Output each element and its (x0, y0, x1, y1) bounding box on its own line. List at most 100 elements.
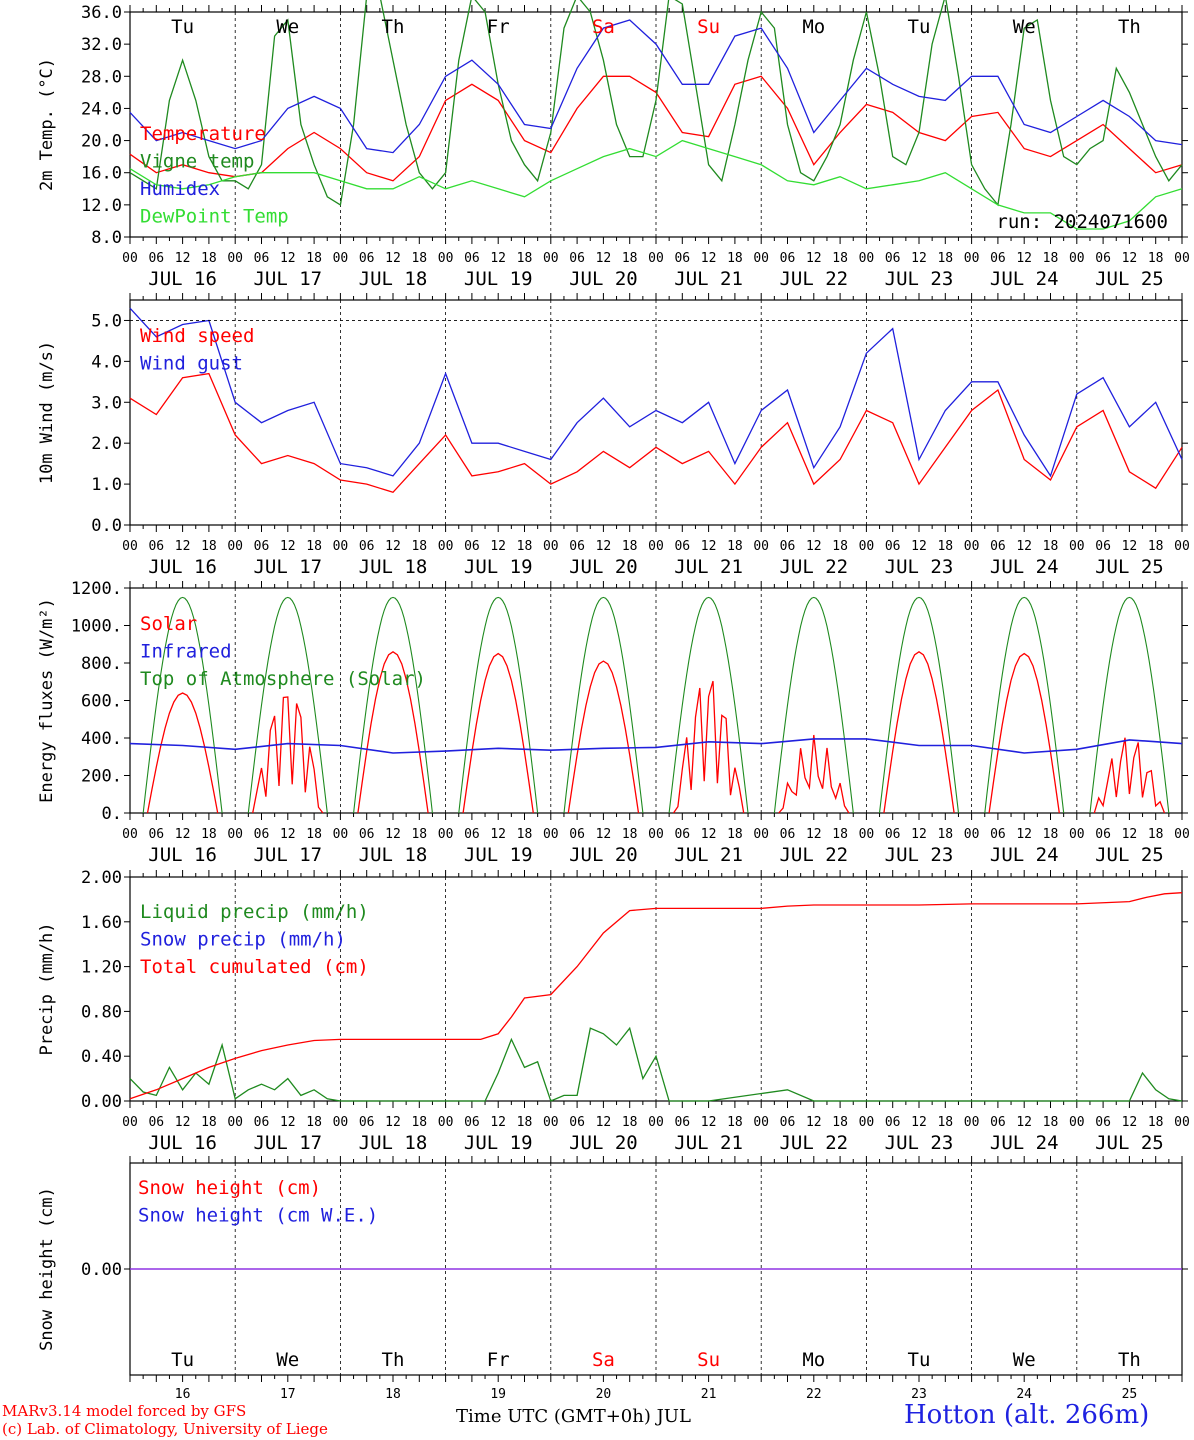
hour-label: 06 (990, 251, 1006, 266)
y-axis-label: 2m Temp. (°C) (37, 58, 57, 191)
hour-label: 00 (227, 1115, 243, 1130)
hour-label: 12 (911, 1115, 927, 1130)
series-line-humidex (129, 19, 1183, 154)
hour-label: 12 (1122, 251, 1138, 266)
hour-label: 00 (753, 251, 769, 266)
hour-label: 06 (674, 539, 690, 554)
date-number: 18 (385, 1387, 401, 1402)
series-line-vigne-temp (129, 0, 1183, 207)
date-label: JUL 20 (569, 844, 638, 866)
hour-label: 12 (175, 827, 191, 842)
y-tick-label: 20.0 (81, 132, 122, 152)
hour-label: 06 (990, 539, 1006, 554)
date-label: JUL 18 (359, 556, 428, 578)
hour-label: 00 (227, 827, 243, 842)
hour-label: 00 (227, 251, 243, 266)
hour-label: 12 (701, 539, 717, 554)
hour-label: 00 (227, 539, 243, 554)
toa-solar-line (458, 596, 539, 814)
toa-solar-line (878, 596, 960, 814)
hour-label: 12 (280, 827, 296, 842)
hour-label: 00 (333, 827, 349, 842)
hour-label: 06 (254, 827, 270, 842)
date-label: JUL 21 (674, 556, 743, 578)
legend-entry: Solar (140, 613, 197, 635)
y-axis-label: Energy fluxes (W/m²) (37, 598, 57, 803)
y-tick-label: 1.20 (81, 958, 122, 978)
hour-label: 18 (727, 539, 743, 554)
series-line-wind-speed (129, 372, 1183, 494)
day-name-bottom: Tu (908, 1349, 931, 1371)
y-tick-label: 12.0 (81, 196, 122, 216)
hour-label: 18 (306, 1115, 322, 1130)
day-name-bottom: Mo (802, 1349, 825, 1371)
hour-label: 12 (1016, 827, 1032, 842)
day-name-top: Th (382, 16, 405, 38)
hour-label: 12 (1016, 539, 1032, 554)
hour-label: 18 (937, 1115, 953, 1130)
hour-label: 06 (464, 1115, 480, 1130)
hour-label: 12 (911, 827, 927, 842)
y-tick-label: 400. (81, 729, 122, 749)
model-credit: MARv3.14 model forced by GFS (c) Lab. of… (2, 1402, 328, 1438)
y-axis-label: Precip (mm/h) (37, 922, 57, 1055)
hour-label: 00 (1174, 539, 1190, 554)
hour-label: 06 (464, 539, 480, 554)
legend-entry: Liquid precip (mm/h) (140, 901, 369, 923)
y-tick-label: 4.0 (91, 352, 122, 372)
date-label: JUL 24 (990, 1132, 1059, 1154)
hour-label: 12 (175, 251, 191, 266)
hour-label: 06 (254, 251, 270, 266)
y-tick-label: 1000. (71, 617, 122, 637)
date-label: JUL 21 (674, 844, 743, 866)
toa-solar-line (668, 596, 749, 814)
toa-solar-line (984, 596, 1065, 814)
y-tick-label: 0.00 (81, 1092, 122, 1112)
hour-label: 12 (490, 539, 506, 554)
hour-label: 06 (464, 251, 480, 266)
hour-label: 12 (280, 539, 296, 554)
y-tick-label: 5.0 (91, 311, 122, 331)
hour-label: 18 (411, 539, 427, 554)
legend-entry: Wind speed (140, 325, 254, 347)
hour-label: 00 (964, 827, 980, 842)
day-name-bottom: Su (697, 1349, 720, 1371)
hour-label: 00 (859, 1115, 875, 1130)
date-label: JUL 20 (569, 556, 638, 578)
hour-label: 12 (385, 539, 401, 554)
hour-label: 00 (1069, 1115, 1085, 1130)
hour-label: 18 (201, 539, 217, 554)
hour-label: 06 (148, 827, 164, 842)
toa-solar-line (1089, 596, 1170, 814)
day-name-top: Tu (908, 16, 931, 38)
y-tick-label: 0.40 (81, 1047, 122, 1067)
date-label: JUL 25 (1095, 268, 1164, 290)
hour-label: 06 (780, 251, 796, 266)
hour-label: 00 (438, 827, 454, 842)
hour-label: 18 (306, 251, 322, 266)
hour-label: 00 (333, 1115, 349, 1130)
hour-label: 18 (1148, 827, 1164, 842)
day-name-top: Mo (802, 16, 825, 38)
day-name-top: Su (697, 16, 720, 38)
date-label: JUL 25 (1095, 844, 1164, 866)
hour-label: 00 (859, 251, 875, 266)
y-tick-label: 36.0 (81, 3, 122, 23)
hour-label: 00 (333, 251, 349, 266)
hour-label: 18 (727, 827, 743, 842)
date-label: JUL 19 (464, 1132, 533, 1154)
series-line-liquid-precip-mm-h- (129, 1026, 1183, 1102)
run-label: run: 2024071600 (996, 211, 1168, 233)
y-tick-label: 0.00 (81, 1260, 122, 1280)
hour-label: 00 (122, 827, 138, 842)
hour-label: 18 (937, 827, 953, 842)
y-axis-label: 10m Wind (m/s) (37, 341, 57, 484)
day-name-bottom: We (1013, 1349, 1036, 1371)
date-number: 20 (596, 1387, 612, 1402)
hour-label: 00 (648, 1115, 664, 1130)
hour-label: 00 (648, 827, 664, 842)
hour-label: 00 (122, 251, 138, 266)
y-tick-label: 16.0 (81, 164, 122, 184)
hour-label: 00 (543, 1115, 559, 1130)
hour-label: 12 (701, 827, 717, 842)
